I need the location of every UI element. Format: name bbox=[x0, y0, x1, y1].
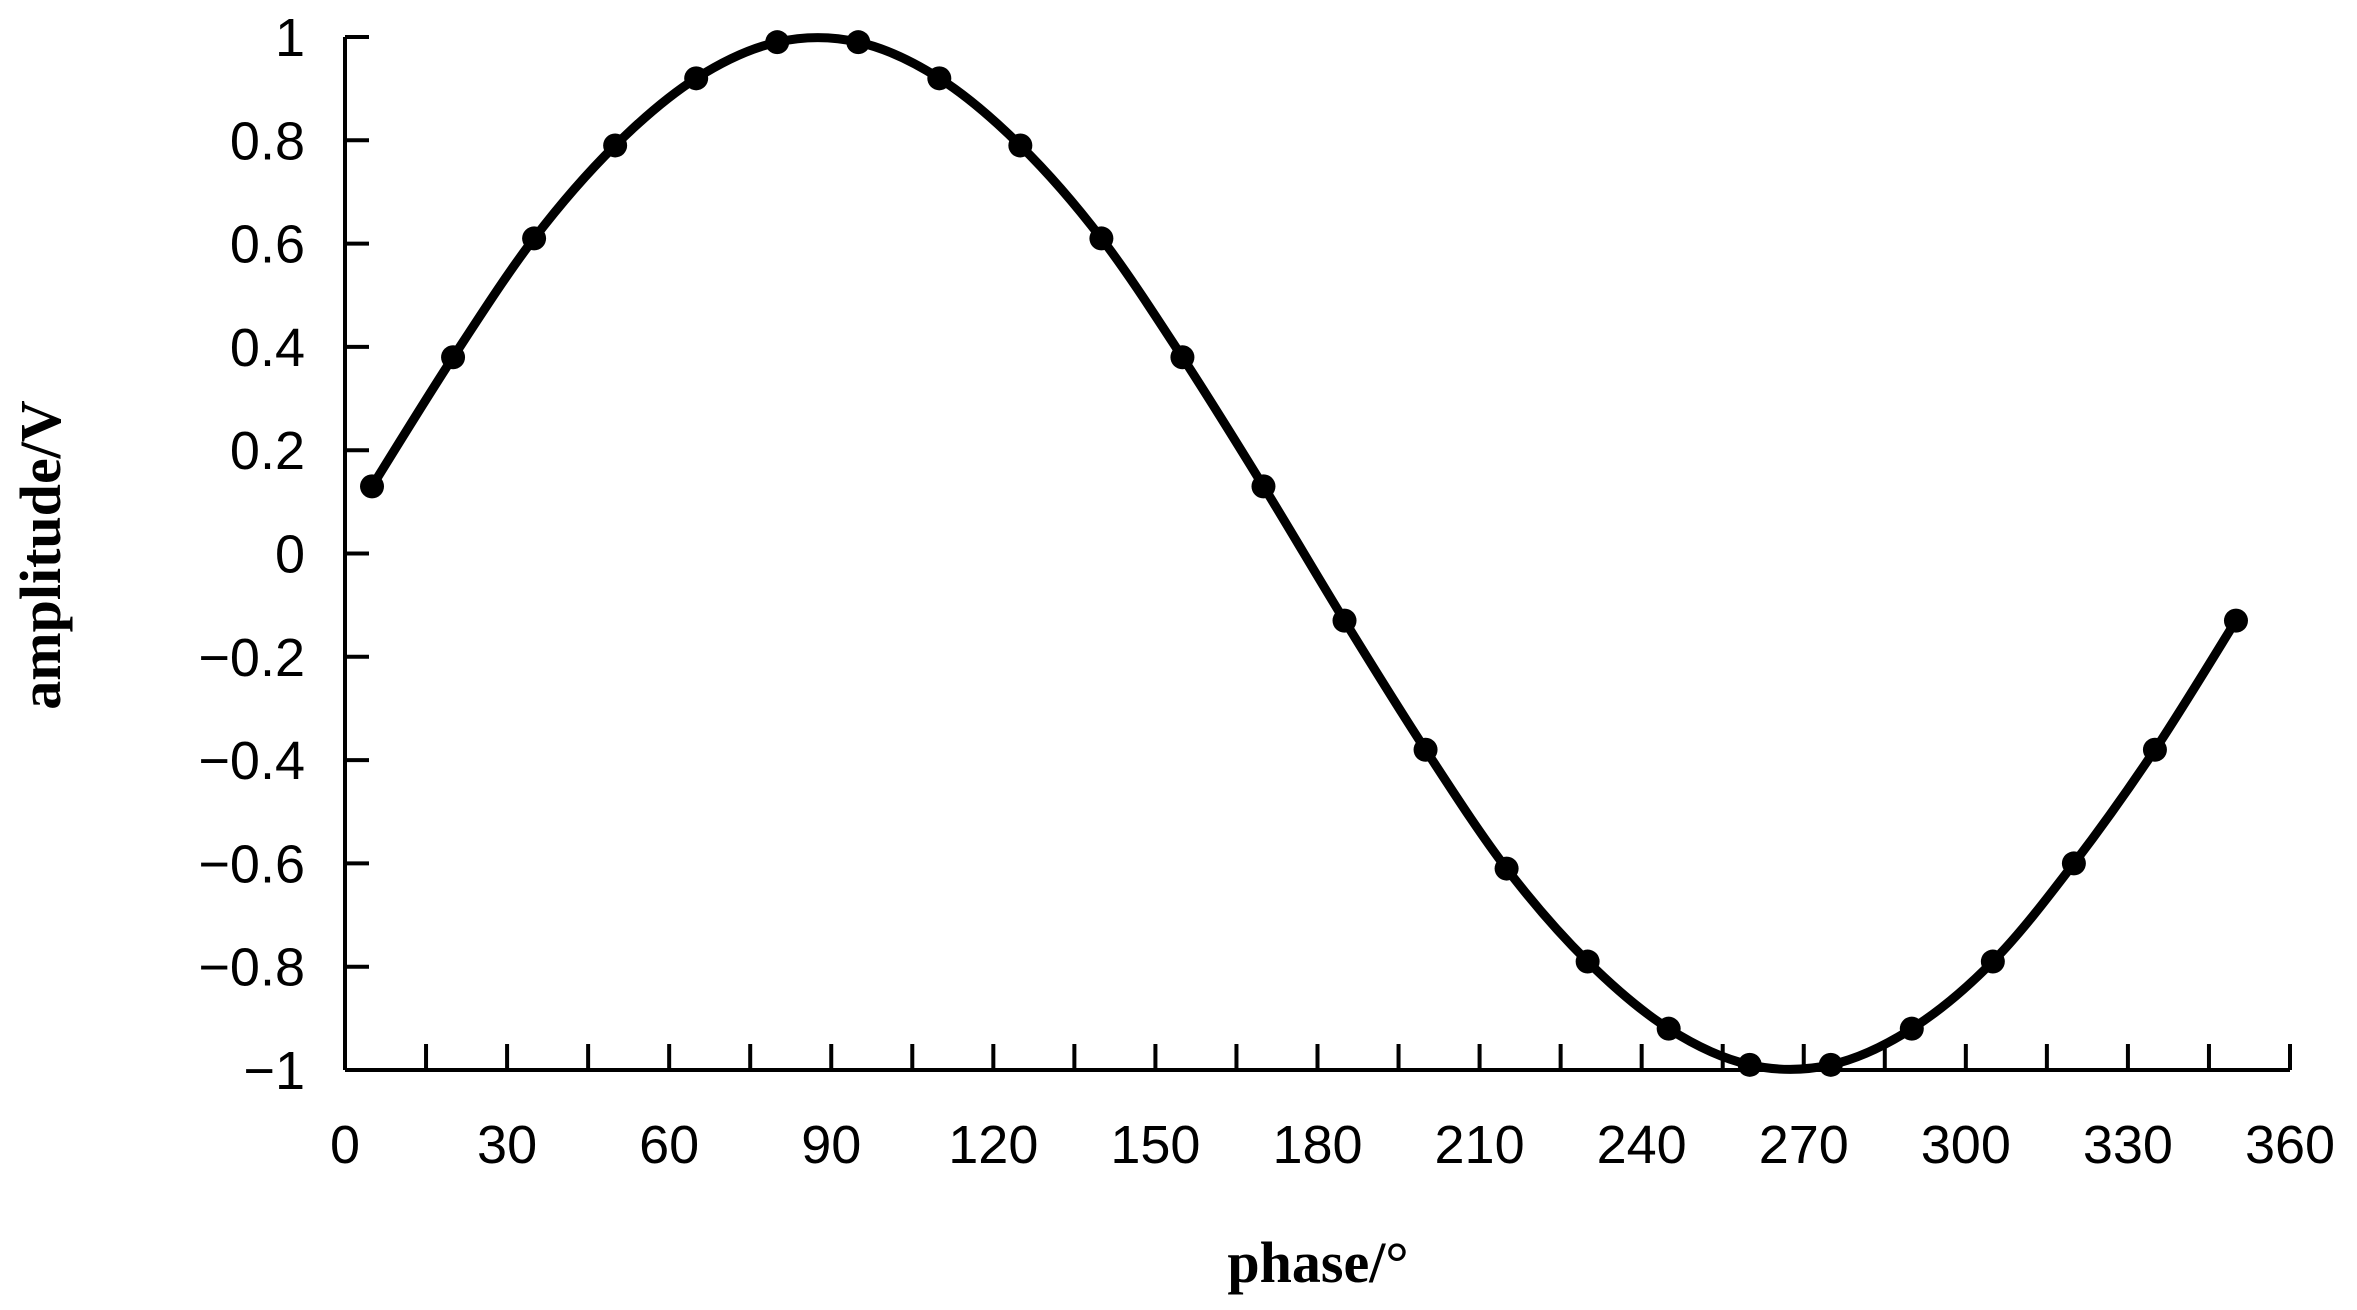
x-tick-label: 30 bbox=[477, 1115, 537, 1175]
data-point bbox=[1656, 1016, 1681, 1041]
data-point bbox=[522, 226, 547, 251]
data-point bbox=[603, 133, 628, 158]
x-tick-label: 90 bbox=[801, 1115, 861, 1175]
data-point bbox=[1008, 133, 1033, 158]
data-point bbox=[2142, 737, 2167, 762]
x-tick-label: 0 bbox=[330, 1115, 360, 1175]
y-tick-label: 0.8 bbox=[230, 111, 305, 171]
tick-labels: 0 30 60 90 120 150 180 210 240 270 300 330 360 1 0.8 0.… bbox=[198, 8, 2335, 1175]
x-tick-label: 60 bbox=[639, 1115, 699, 1175]
y-tick-label: −1 bbox=[243, 1041, 305, 1101]
x-tick-label: 240 bbox=[1597, 1115, 1687, 1175]
data-point bbox=[1494, 856, 1519, 881]
y-tick-label: −0.4 bbox=[198, 731, 305, 791]
data-point bbox=[1089, 226, 1114, 251]
data-point bbox=[765, 30, 790, 55]
data-point bbox=[1899, 1016, 1924, 1041]
axes bbox=[343, 37, 2290, 1072]
y-tick-label: 0 bbox=[275, 525, 305, 585]
y-axis-title: amplitude/V bbox=[8, 400, 73, 709]
y-tick-label: 0.6 bbox=[230, 215, 305, 275]
ticks bbox=[343, 35, 2292, 1072]
y-tick-label: −0.2 bbox=[198, 628, 305, 688]
x-tick-label: 180 bbox=[1272, 1115, 1362, 1175]
x-tick-label: 210 bbox=[1435, 1115, 1525, 1175]
data-point bbox=[1332, 608, 1357, 633]
data-point bbox=[1737, 1052, 1762, 1077]
data-point bbox=[1413, 737, 1438, 762]
y-tick-label: 0.4 bbox=[230, 318, 305, 378]
x-tick-label: 150 bbox=[1110, 1115, 1200, 1175]
data-point bbox=[2223, 608, 2248, 633]
data-point bbox=[927, 66, 952, 91]
y-tick-label: 1 bbox=[275, 8, 305, 68]
x-tick-label: 300 bbox=[1921, 1115, 2011, 1175]
data-point bbox=[1575, 949, 1600, 974]
x-tick-label: 270 bbox=[1759, 1115, 1849, 1175]
data-point bbox=[846, 30, 871, 55]
data-point bbox=[1251, 474, 1276, 499]
data-point bbox=[684, 66, 709, 91]
data-point bbox=[441, 345, 466, 370]
y-tick-label: −0.8 bbox=[198, 938, 305, 998]
data-point bbox=[1980, 949, 2005, 974]
x-tick-label: 120 bbox=[948, 1115, 1038, 1175]
x-axis-title: phase/° bbox=[1227, 1230, 1408, 1295]
y-tick-label: 0.2 bbox=[230, 421, 305, 481]
data-point bbox=[2061, 851, 2086, 876]
series-markers bbox=[360, 30, 2248, 1077]
x-tick-label: 360 bbox=[2245, 1115, 2335, 1175]
data-point bbox=[1818, 1052, 1843, 1077]
y-tick-label: −0.6 bbox=[198, 834, 305, 894]
series-curve bbox=[367, 33, 2241, 1074]
data-point bbox=[360, 474, 385, 499]
x-tick-label: 330 bbox=[2083, 1115, 2173, 1175]
data-point bbox=[1170, 345, 1195, 370]
